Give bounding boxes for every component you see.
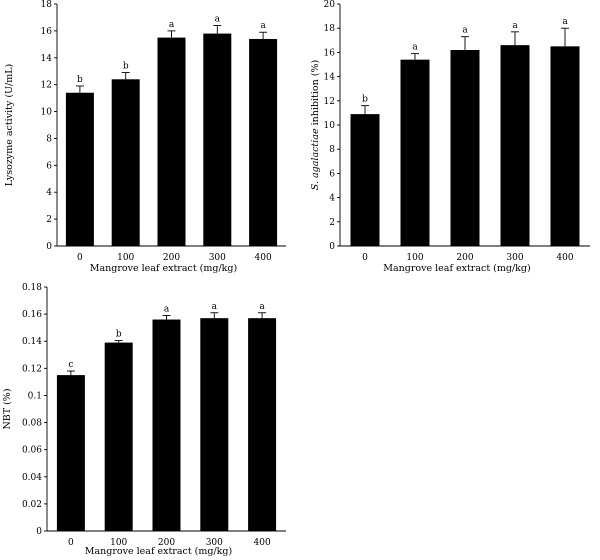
x-tick-label: 0 (77, 253, 83, 263)
y-tick-label: 0.12 (22, 364, 42, 374)
y-tick-label: 12 (324, 97, 335, 107)
y-tick-label: 12 (41, 81, 52, 91)
x-tick-label: 400 (556, 253, 573, 263)
x-tick-label: 300 (506, 253, 523, 263)
bar (350, 114, 380, 246)
x-tick-label: 200 (163, 253, 180, 263)
bar (200, 318, 229, 531)
x-tick-label: 200 (456, 253, 473, 263)
significance-label: a (215, 15, 221, 25)
y-tick-label: 16 (324, 48, 336, 58)
y-tick-label: 18 (41, 0, 53, 10)
significance-label: a (212, 302, 218, 312)
chart-panel-2: 0 2 4 6 8 10 12 14 16 18 20 b 0 a 100 a 200 a 300 a 400 Mangr… (310, 0, 590, 274)
x-tick-label: 400 (254, 538, 271, 548)
x-tick-label: 100 (406, 253, 423, 263)
y-tick-label: 6 (46, 161, 52, 171)
y-tick-label: 6 (329, 169, 335, 179)
significance-label: a (169, 20, 175, 30)
bar (550, 46, 580, 246)
y-tick-label: 0 (46, 242, 52, 252)
x-tick-label: 0 (68, 538, 74, 548)
significance-label: b (362, 95, 368, 105)
x-axis-label: Mangrove leaf extract (mg/kg) (383, 263, 530, 274)
bar (157, 37, 186, 246)
y-tick-label: 18 (324, 24, 336, 34)
y-tick-label: 2 (46, 215, 52, 225)
significance-label: a (562, 17, 568, 27)
x-tick-label: 400 (255, 253, 272, 263)
significance-label: b (123, 62, 129, 72)
significance-label: a (462, 26, 468, 36)
bar (152, 319, 181, 531)
y-axis-label: Lysozyme activity (U/mL) (4, 64, 15, 187)
y-tick-label: 0 (329, 242, 335, 252)
bar (65, 92, 94, 246)
y-axis-label-species: S. agalactiae (310, 128, 321, 190)
chart-panel-3: 0 0.02 0.04 0.06 0.08 0.1 0.12 0.14 0.16 0.18 c 0 b 1… (2, 283, 286, 557)
significance-label: c (68, 360, 73, 370)
y-axis-label: NBT (%) (2, 388, 13, 429)
y-tick-label: 0.02 (22, 500, 42, 510)
significance-label: b (77, 75, 83, 85)
chart-panel-1: 0 2 4 6 8 10 12 14 16 18 b 0 b 100 a 200 a 300 a 400 Mangrov… (4, 0, 286, 274)
y-tick-label: 0.18 (22, 283, 42, 293)
bar (500, 45, 530, 246)
y-tick-label: 20 (324, 0, 336, 10)
y-tick-label: 8 (329, 145, 335, 155)
significance-label: a (412, 43, 418, 53)
x-tick-label: 300 (209, 253, 226, 263)
y-tick-label: 16 (41, 27, 53, 37)
x-axis-label: Mangrove leaf extract (mg/kg) (90, 263, 237, 274)
bar (104, 342, 133, 531)
bar (56, 375, 85, 531)
x-tick-label: 300 (206, 538, 223, 548)
significance-label: a (260, 21, 266, 31)
y-axis-label-rest: inhibition (%) (310, 60, 321, 129)
y-tick-label: 0 (36, 527, 42, 537)
y-tick-label: 0.04 (22, 473, 42, 483)
bar (248, 318, 277, 531)
bar (249, 38, 278, 247)
y-tick-label: 0.16 (22, 310, 42, 320)
y-tick-label: 4 (329, 194, 335, 204)
x-tick-label: 200 (158, 538, 175, 548)
significance-label: a (164, 304, 170, 314)
y-tick-label: 14 (324, 73, 336, 83)
y-tick-label: 0.08 (22, 419, 42, 429)
bar (203, 33, 232, 247)
y-tick-label: 0.06 (22, 446, 42, 456)
y-tick-label: 8 (46, 134, 52, 144)
y-tick-label: 10 (324, 121, 336, 131)
y-tick-label: 4 (46, 188, 52, 198)
bar (450, 49, 480, 247)
x-tick-label: 0 (362, 253, 368, 263)
x-tick-label: 100 (117, 253, 134, 263)
y-tick-label: 14 (41, 54, 53, 64)
x-axis-label: Mangrove leaf extract (mg/kg) (85, 546, 232, 557)
y-tick-label: 2 (329, 218, 335, 228)
x-tick-label: 100 (110, 538, 127, 548)
significance-label: a (512, 21, 518, 31)
significance-label: b (116, 330, 122, 340)
bar (400, 59, 430, 246)
bar (111, 79, 140, 247)
y-tick-label: 0.14 (22, 337, 42, 347)
significance-label: a (259, 302, 265, 312)
y-tick-label: 10 (41, 108, 53, 118)
y-axis-label: S. agalactiae inhibition (%) (310, 60, 321, 190)
y-tick-label: 0.1 (28, 391, 42, 401)
